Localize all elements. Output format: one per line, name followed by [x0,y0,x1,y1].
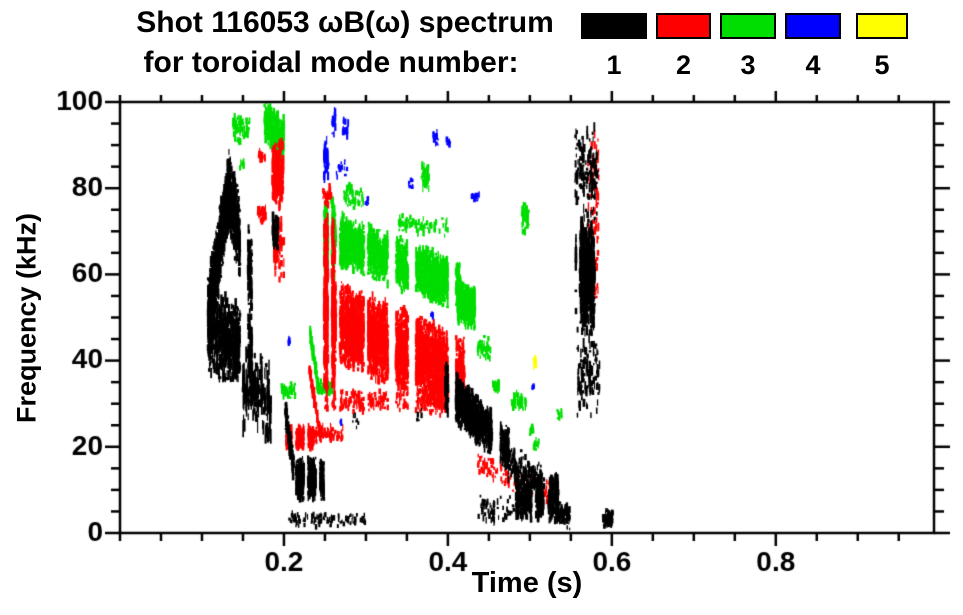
legend-label-mode-4: 4 [805,50,821,80]
y-axis-label: Frequency (kHz) [11,212,42,424]
x-axis-label: Time (s) [471,567,583,599]
legend-swatch-mode-3 [720,13,776,39]
legend-swatch-mode-5 [856,13,908,39]
legend-label-mode-1: 1 [606,50,622,80]
legend-swatch-mode-2 [656,13,711,39]
legend-label-mode-3: 3 [740,50,756,80]
legend-swatch-mode-1 [581,13,647,39]
chart-title-line1: Shot 116053 ωB(ω) spectrum [136,6,554,39]
legend-swatch-mode-4 [785,13,841,39]
chart-title-line2: for toroidal mode number: [143,46,519,79]
legend-label-mode-2: 2 [675,50,692,80]
legend-label-mode-5: 5 [874,50,890,80]
